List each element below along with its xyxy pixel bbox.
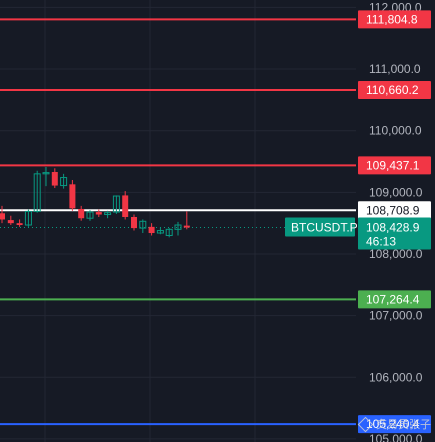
- watermark-text: 交易员张子: [376, 418, 431, 431]
- level-tag-background: [358, 201, 431, 220]
- last-price-label: 108,428.9: [366, 221, 420, 235]
- candle-body: [148, 226, 155, 234]
- candle: [139, 219, 147, 234]
- candle: [112, 195, 120, 214]
- symbol-tag: BTCUSDT.P: [285, 217, 358, 237]
- level-tag-label: 107,264.4: [366, 292, 420, 306]
- candle: [148, 223, 155, 236]
- candle-body: [95, 212, 102, 215]
- candle-body: [24, 210, 32, 226]
- candle-body: [156, 230, 164, 234]
- candle: [7, 215, 14, 226]
- last-price-tag-background: [358, 217, 431, 250]
- level-price-tag: 110,660.2: [358, 80, 431, 99]
- candle-body: [112, 195, 120, 213]
- symbol-tag-label: BTCUSDT.P: [291, 221, 358, 235]
- level-price-tag: 109,437.1: [358, 156, 431, 175]
- candle: [174, 221, 182, 236]
- level-tag-label: 111,804.8: [366, 12, 418, 26]
- candle: [24, 209, 32, 227]
- price-tick-label: 108,000.0: [369, 247, 423, 261]
- candle: [78, 205, 85, 221]
- candle: [42, 167, 50, 187]
- price-tags: 111,804.8 110,660.2 109,437.1 108,708.9 107,…: [285, 10, 431, 434]
- horizontal-levels: [0, 18, 356, 426]
- candle: [104, 210, 112, 219]
- price-tick-label: 107,000.0: [369, 309, 423, 323]
- candle-body: [51, 171, 58, 186]
- candle: [95, 209, 102, 217]
- candle-body: [122, 195, 129, 217]
- candle-body: [16, 223, 23, 226]
- candle-body: [78, 208, 85, 219]
- price-tick-label: 111,000.0: [369, 62, 421, 76]
- candle: [33, 170, 41, 213]
- candle-body: [60, 177, 68, 187]
- candle: [86, 210, 94, 221]
- candle-body: [139, 220, 147, 229]
- candles: [0, 167, 190, 238]
- watermark: 交易员张子: [357, 416, 431, 432]
- level-tag-background: [358, 290, 431, 309]
- level-tag-label: 110,660.2: [366, 83, 419, 97]
- level-tag-background: [358, 80, 431, 99]
- candle: [51, 168, 58, 189]
- price-tick-label: 110,000.0: [369, 124, 422, 138]
- level-price-tag: 111,804.8: [358, 10, 431, 29]
- level-price-tag: 108,708.9: [358, 201, 431, 220]
- price-tick-label: 106,000.0: [369, 370, 423, 384]
- candle: [16, 219, 23, 227]
- level-tag-background: [358, 415, 431, 434]
- candle-body: [69, 184, 76, 209]
- candle-body: [183, 225, 190, 228]
- level-tag-background: [358, 156, 431, 175]
- level-price-tag: 105,240.4: [358, 415, 431, 434]
- candle: [122, 191, 129, 220]
- level-tag-label: 108,708.9: [366, 203, 420, 217]
- candle-body: [86, 211, 94, 219]
- candle-body: [0, 213, 5, 220]
- candle-body: [104, 212, 112, 216]
- countdown-label: 46:13: [366, 235, 396, 249]
- candle: [69, 180, 76, 211]
- candle: [165, 228, 173, 238]
- candle: [0, 205, 5, 224]
- candle: [60, 173, 68, 189]
- candle-body: [165, 228, 173, 236]
- candle: [156, 227, 164, 235]
- price-tick-label: 109,000.0: [369, 185, 423, 199]
- price-tick-label: 105,000.0: [369, 432, 423, 442]
- level-tag-background: [358, 10, 431, 29]
- diamond-icon: [357, 416, 374, 432]
- candle-body: [7, 220, 14, 224]
- symbol-tag-background: [285, 217, 355, 237]
- chart-grid: [0, 0, 356, 442]
- candle: [183, 211, 190, 230]
- level-price-tag: 107,264.4: [358, 290, 431, 309]
- level-tag-label: 109,437.1: [366, 158, 420, 172]
- last-price-tag: 108,428.946:13: [358, 217, 431, 250]
- candle-body: [33, 173, 41, 212]
- level-tag-label: 105,240.4: [366, 417, 420, 431]
- candle-body: [131, 216, 137, 229]
- candle-body: [42, 172, 50, 175]
- candle-body: [174, 224, 182, 230]
- candle: [131, 214, 137, 231]
